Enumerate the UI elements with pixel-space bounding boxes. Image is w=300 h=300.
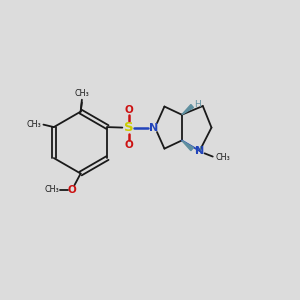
Text: CH₃: CH₃ bbox=[216, 153, 230, 162]
Text: CH₃: CH₃ bbox=[44, 185, 59, 194]
Text: O: O bbox=[68, 184, 76, 195]
Text: CH₃: CH₃ bbox=[27, 120, 41, 129]
Text: H: H bbox=[194, 100, 200, 109]
Text: O: O bbox=[124, 140, 133, 150]
Text: S: S bbox=[124, 121, 133, 134]
Text: N: N bbox=[149, 123, 158, 133]
Polygon shape bbox=[182, 140, 194, 151]
Text: N: N bbox=[195, 146, 204, 156]
Polygon shape bbox=[182, 104, 194, 115]
Text: CH₃: CH₃ bbox=[74, 89, 89, 98]
Text: O: O bbox=[124, 105, 133, 115]
Text: H: H bbox=[194, 146, 200, 155]
